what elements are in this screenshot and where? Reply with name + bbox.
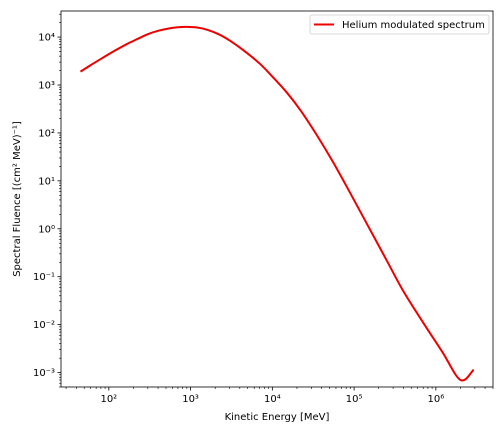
series-line [79,25,475,382]
legend: Helium modulated spectrum [309,14,490,35]
y-tick-label: 10⁻² [33,320,55,331]
y-tick-label: 10¹ [38,176,55,187]
y-tick-label: 10² [38,128,55,139]
x-tick-label: 10⁴ [264,394,281,405]
y-axis-label: Spectral Fluence [(cm² MeV)⁻¹] [12,121,23,277]
axis-ticks: 10² 10³ 10⁴ 10⁵ 10⁶ 10⁻³ 10⁻² 10⁻¹ 10⁰ 10¹ 10² 10³ 1… [33,13,494,405]
x-tick-label: 10⁵ [346,394,363,405]
y-tick-label: 10⁻¹ [33,272,55,283]
legend-label: Helium modulated spectrum [342,20,485,31]
legend-box [309,14,490,35]
x-axis-label: Kinetic Energy [MeV] [225,412,330,423]
y-tick-label: 10⁻³ [33,368,55,379]
y-tick-label: 10⁴ [38,33,55,44]
y-tick-label: 10³ [38,81,55,92]
x-tick-label: 10² [100,394,117,405]
axes-frame [60,10,494,388]
y-tick-label: 10⁰ [38,224,55,235]
x-tick-label: 10³ [182,394,199,405]
x-tick-label: 10⁶ [427,394,444,405]
plot-area [79,25,475,382]
